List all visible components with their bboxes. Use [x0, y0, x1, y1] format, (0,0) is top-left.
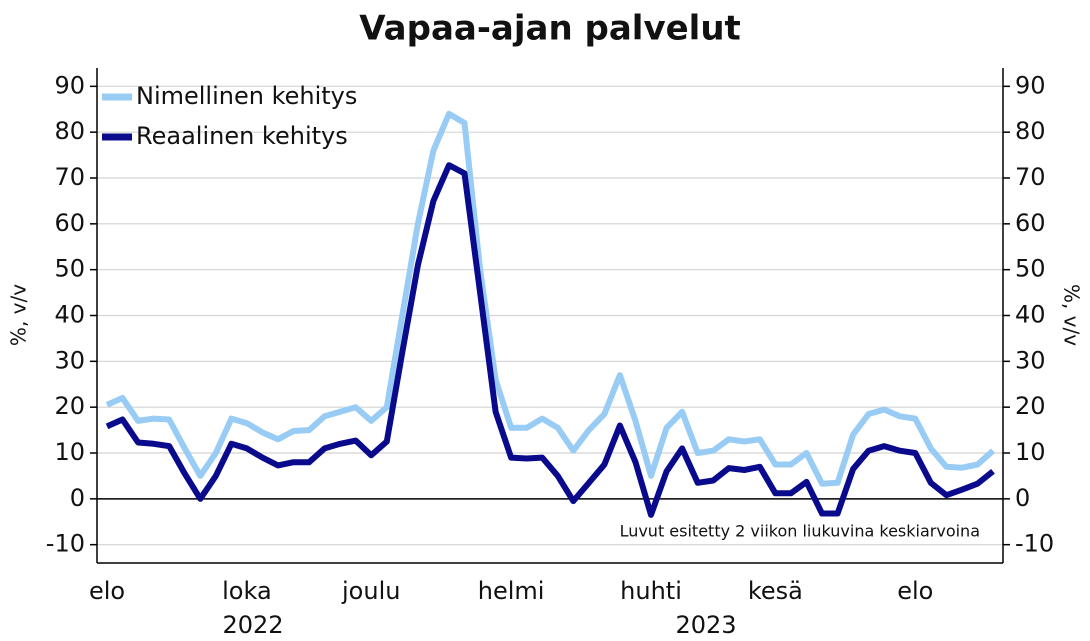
series-line — [105, 162, 995, 518]
y-tick-label: 80 — [54, 117, 85, 145]
y-tick-label: -10 — [46, 530, 85, 558]
y2-tick-label: 30 — [1015, 346, 1046, 374]
y2-tick-label: 90 — [1015, 71, 1046, 99]
y2-tick-label: 50 — [1015, 255, 1046, 283]
x-tick-label: joulu — [341, 577, 400, 605]
y2-axis-label: %, v/v — [1060, 284, 1084, 346]
y-tick-label: 30 — [54, 346, 85, 374]
y2-tick-label: 40 — [1015, 301, 1046, 329]
chart-title: Vapaa-ajan palvelut — [359, 9, 741, 49]
y2-tick-label: 10 — [1015, 438, 1046, 466]
legend-label: Reaalinen kehitys — [136, 122, 348, 150]
x-tick-label: elo — [89, 577, 125, 605]
year-label: 2022 — [222, 611, 283, 639]
year-label: 2023 — [675, 611, 736, 639]
legend-label: Nimellinen kehitys — [136, 82, 357, 110]
annotation: Luvut esitetty 2 viikon liukuvina keskia… — [620, 522, 980, 541]
y2-tick-label: -10 — [1015, 530, 1054, 558]
y-tick-label: 90 — [54, 71, 85, 99]
y2-tick-label: 80 — [1015, 117, 1046, 145]
y-axis-label: %, v/v — [7, 284, 31, 346]
y-tick-label: 60 — [54, 209, 85, 237]
y-tick-label: 40 — [54, 301, 85, 329]
y2-tick-label: 70 — [1015, 163, 1046, 191]
y-tick-label: 0 — [70, 484, 85, 512]
series-line — [105, 110, 995, 487]
x-tick-label: loka — [222, 577, 272, 605]
y-tick-label: 70 — [54, 163, 85, 191]
x-tick-label: elo — [897, 577, 933, 605]
x-tick-label: huhti — [620, 577, 682, 605]
y-tick-label: 50 — [54, 255, 85, 283]
y-tick-label: 10 — [54, 438, 85, 466]
x-tick-label: kesä — [748, 577, 803, 605]
x-tick-label: helmi — [478, 577, 545, 605]
y2-tick-label: 0 — [1015, 484, 1030, 512]
y2-tick-label: 20 — [1015, 392, 1046, 420]
y-tick-label: 20 — [54, 392, 85, 420]
y2-tick-label: 60 — [1015, 209, 1046, 237]
